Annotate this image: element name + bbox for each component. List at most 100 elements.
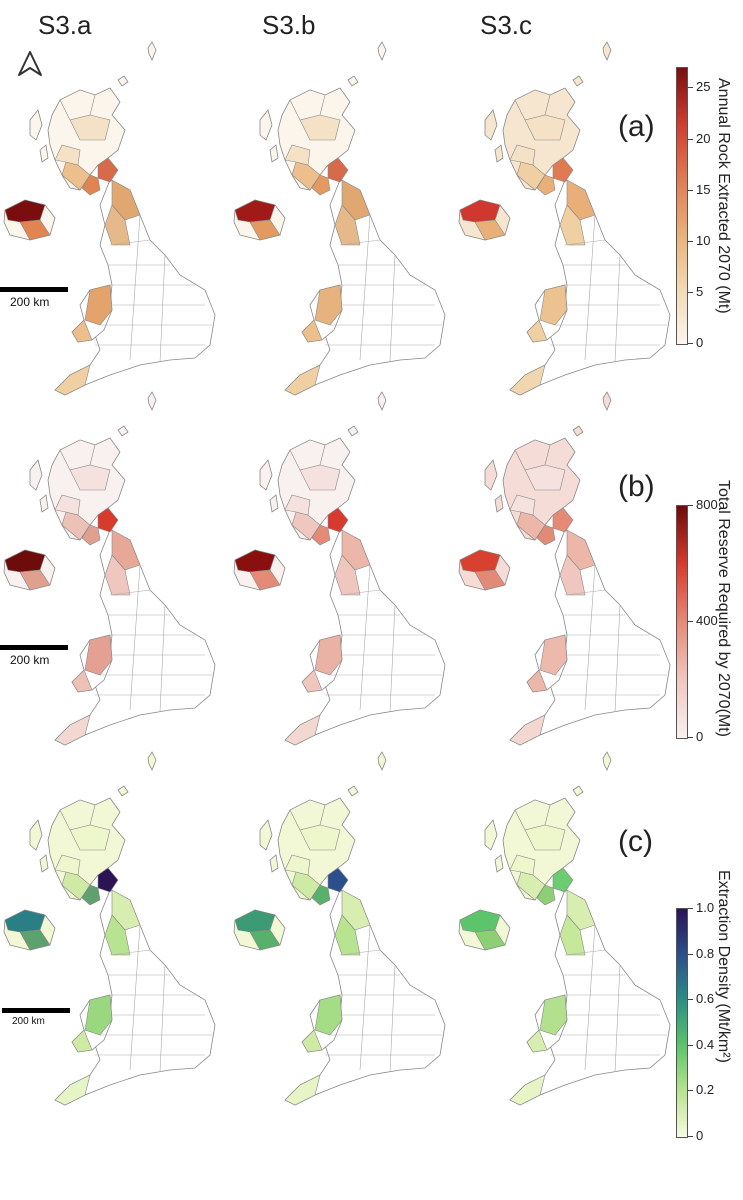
map-region: [54, 364, 91, 396]
map-region: [81, 524, 101, 546]
map-outline-shetland: [602, 751, 612, 771]
map-region: [552, 507, 574, 533]
colorbar-tick-mark: [688, 505, 693, 506]
county-boundary: [389, 604, 396, 713]
colorbar-tick-label: 0: [696, 1128, 704, 1143]
map-region: [61, 871, 91, 901]
colorbar-total-reserve: [676, 505, 688, 739]
map-region: [514, 799, 551, 831]
county-boundary: [359, 214, 371, 361]
panel-letter-c: (c): [618, 825, 653, 858]
map-region: [59, 799, 96, 831]
choropleth-map-a-3: [458, 41, 671, 396]
county-boundary: [129, 214, 141, 361]
map-region: [59, 439, 96, 471]
map-region: [249, 569, 281, 591]
county-boundary: [614, 604, 621, 713]
map-region: [19, 219, 51, 241]
scale-bar-c: 200 km: [2, 1008, 70, 1027]
map-region: [524, 824, 566, 851]
map-region: [111, 179, 141, 221]
map-region: [474, 929, 506, 951]
map-region: [84, 284, 113, 326]
county-boundary: [389, 964, 396, 1073]
map-outline-shetland: [147, 391, 157, 411]
county-boundary: [339, 949, 381, 956]
map-region: [299, 824, 341, 851]
map-region: [61, 511, 91, 541]
map-outline-orkney: [117, 75, 129, 87]
map-region: [327, 867, 349, 893]
map-region: [524, 114, 566, 141]
colorbar-tick-mark: [688, 737, 693, 738]
map-region: [526, 319, 548, 343]
map-region: [559, 554, 586, 596]
map-region: [19, 569, 51, 591]
map-region: [459, 909, 501, 933]
column-title-s3a: S3.a: [38, 10, 92, 40]
map-region: [97, 507, 119, 533]
county-boundary: [129, 564, 141, 711]
colorbar-tick-mark: [688, 291, 693, 293]
map-region: [334, 554, 361, 596]
map-region: [71, 319, 93, 343]
colorbar-tick-label: 400: [696, 613, 718, 628]
map-region: [474, 219, 506, 241]
colorbar-tick-label: 1.0: [696, 900, 715, 915]
map-region: [341, 889, 371, 931]
map-outline-orkney: [117, 785, 129, 797]
map-outline-orkney: [347, 785, 359, 797]
map-region: [311, 524, 331, 546]
map-region: [552, 157, 574, 183]
map-region: [552, 867, 574, 893]
map-region: [566, 889, 596, 931]
map-region: [81, 174, 101, 196]
county-boundary: [129, 924, 141, 1071]
map-outline-shetland: [602, 391, 612, 411]
colorbar-tick-mark: [688, 1044, 693, 1046]
column-title-s3c: S3.c: [480, 10, 533, 40]
colorbar-tick-label: 0.8: [696, 945, 715, 961]
colorbar-tick-label: 0.2: [696, 1082, 715, 1098]
county-boundary: [359, 924, 371, 1071]
map-region: [314, 634, 343, 676]
map-outline-hebrides: [29, 819, 49, 873]
map-region: [301, 319, 323, 343]
county-boundary: [564, 589, 606, 596]
map-region: [327, 507, 349, 533]
colorbar-tick-mark: [688, 1136, 693, 1137]
colorbar-tick-label: 0: [696, 335, 704, 350]
county-boundary: [564, 239, 606, 246]
colorbar-tick-mark: [688, 953, 693, 955]
map-region: [311, 174, 331, 196]
map-region: [509, 364, 546, 396]
map-region: [516, 871, 546, 901]
map-region: [54, 144, 81, 166]
column-title-s3b: S3.b: [262, 10, 316, 40]
map-region: [539, 994, 568, 1036]
county-boundary: [389, 254, 396, 363]
map-region: [104, 204, 131, 246]
map-region: [509, 144, 536, 166]
map-region: [19, 929, 51, 951]
colorbar-extraction-density: [676, 908, 688, 1138]
map-region: [54, 1074, 91, 1106]
map-region: [514, 89, 551, 121]
map-outline-hebrides: [259, 109, 279, 163]
map-region: [54, 714, 91, 746]
map-outline-hebrides: [484, 109, 504, 163]
colorbar-tick-mark: [688, 87, 693, 89]
map-outline-shetland: [377, 751, 387, 771]
map-outline-hebrides: [484, 459, 504, 513]
map-region: [301, 669, 323, 693]
map-region: [104, 554, 131, 596]
map-region: [327, 157, 349, 183]
panel-letter-b: (b): [618, 470, 655, 503]
colorbar-tick-label: 15: [696, 181, 711, 197]
colorbar-tick-label: 10: [696, 232, 711, 248]
map-region: [291, 871, 321, 901]
map-outline-shetland: [147, 41, 157, 61]
colorbar-annual-rock: [676, 67, 688, 345]
map-region: [514, 439, 551, 471]
map-region: [536, 524, 556, 546]
